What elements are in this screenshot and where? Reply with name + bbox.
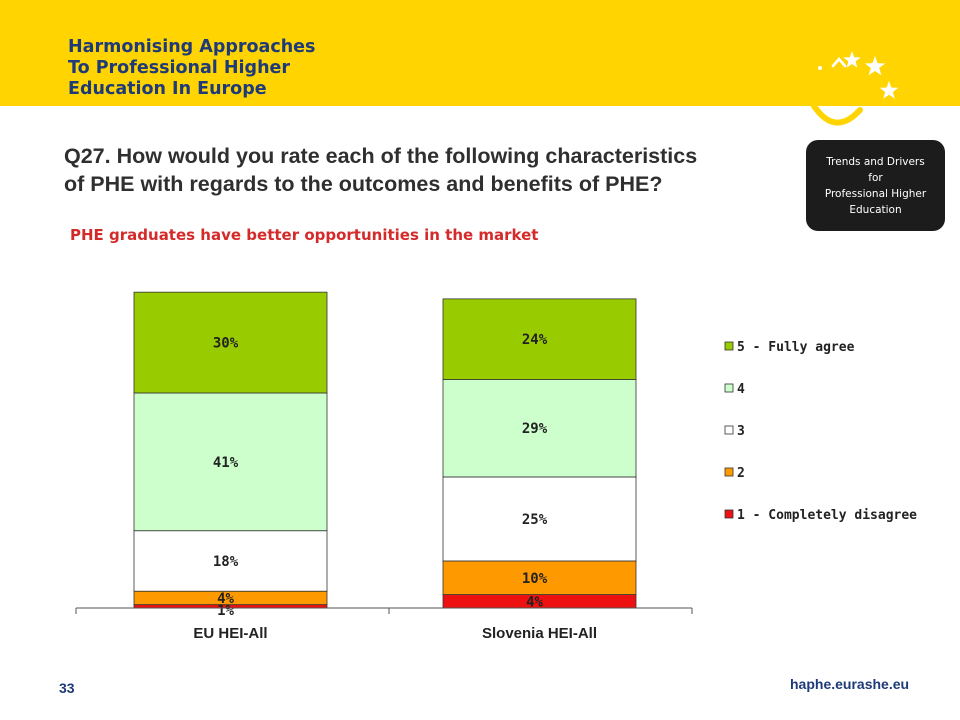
header-banner xyxy=(0,0,960,106)
trends-line-3: Professional Higher xyxy=(824,187,927,200)
legend-label-5: 1 - Completely disagree xyxy=(737,508,917,523)
x-tick-label-1: EU HEI-All xyxy=(193,625,267,642)
legend-swatch-4 xyxy=(724,467,734,477)
chart-subtitle: PHE graduates have better opportunities … xyxy=(70,226,539,244)
page-number: 33 xyxy=(59,680,75,696)
footer-url: haphe.eurashe.eu xyxy=(790,676,910,692)
bar-segment-1-5 xyxy=(133,291,328,394)
stars-icon xyxy=(818,51,899,99)
brand-line-2: To Professional Higher xyxy=(68,58,291,78)
data-label-2-1: 4% xyxy=(526,594,543,610)
trends-drivers-badge: Trends and Drivers for Professional High… xyxy=(806,140,945,231)
bar-segment-1-4 xyxy=(133,392,328,532)
data-label-1-4: 41% xyxy=(213,455,239,471)
legend-swatch-3 xyxy=(724,425,734,435)
title-line-1: Q27. How would you rate each of the foll… xyxy=(64,144,698,168)
data-label-1-1: 1% xyxy=(217,603,234,619)
title-line-2: of PHE with regards to the outcomes and … xyxy=(64,172,663,196)
data-label-1-5: 30% xyxy=(213,336,239,352)
brand-line-1: Harmonising Approaches xyxy=(68,37,316,57)
legend-label-4: 2 xyxy=(737,466,745,481)
legend-swatch-2 xyxy=(724,383,734,393)
legend-label-1: 5 - Fully agree xyxy=(737,340,855,355)
eu-stars-smile-icon xyxy=(811,51,899,126)
data-label-2-3: 25% xyxy=(522,512,548,528)
x-tick-label-2: Slovenia HEI-All xyxy=(482,625,597,642)
bar-segment-2-3 xyxy=(442,476,637,562)
trends-line-2: for xyxy=(868,171,883,184)
legend-swatch-1 xyxy=(724,341,734,351)
data-label-2-2: 10% xyxy=(522,571,548,587)
legend-label-3: 3 xyxy=(737,424,745,439)
data-label-1-3: 18% xyxy=(213,554,239,570)
legend-label-2: 4 xyxy=(737,382,745,397)
bar-segment-2-5 xyxy=(442,298,637,380)
smile-icon xyxy=(811,103,863,126)
trends-line-1: Trends and Drivers xyxy=(826,155,925,168)
brand-line-3: Education In Europe xyxy=(68,79,267,99)
bar-segment-2-4 xyxy=(442,379,637,478)
data-label-2-4: 29% xyxy=(522,421,548,437)
trends-line-4: Education xyxy=(849,203,902,216)
bar-segment-1-3 xyxy=(133,530,328,592)
legend-swatch-5 xyxy=(724,509,734,519)
question-title: Q27. How would you rate each of the foll… xyxy=(64,142,784,198)
data-label-1-2: 4% xyxy=(217,591,234,607)
brand-logo-text: Harmonising Approaches To Professional H… xyxy=(68,37,388,100)
data-label-2-5: 24% xyxy=(522,332,548,348)
